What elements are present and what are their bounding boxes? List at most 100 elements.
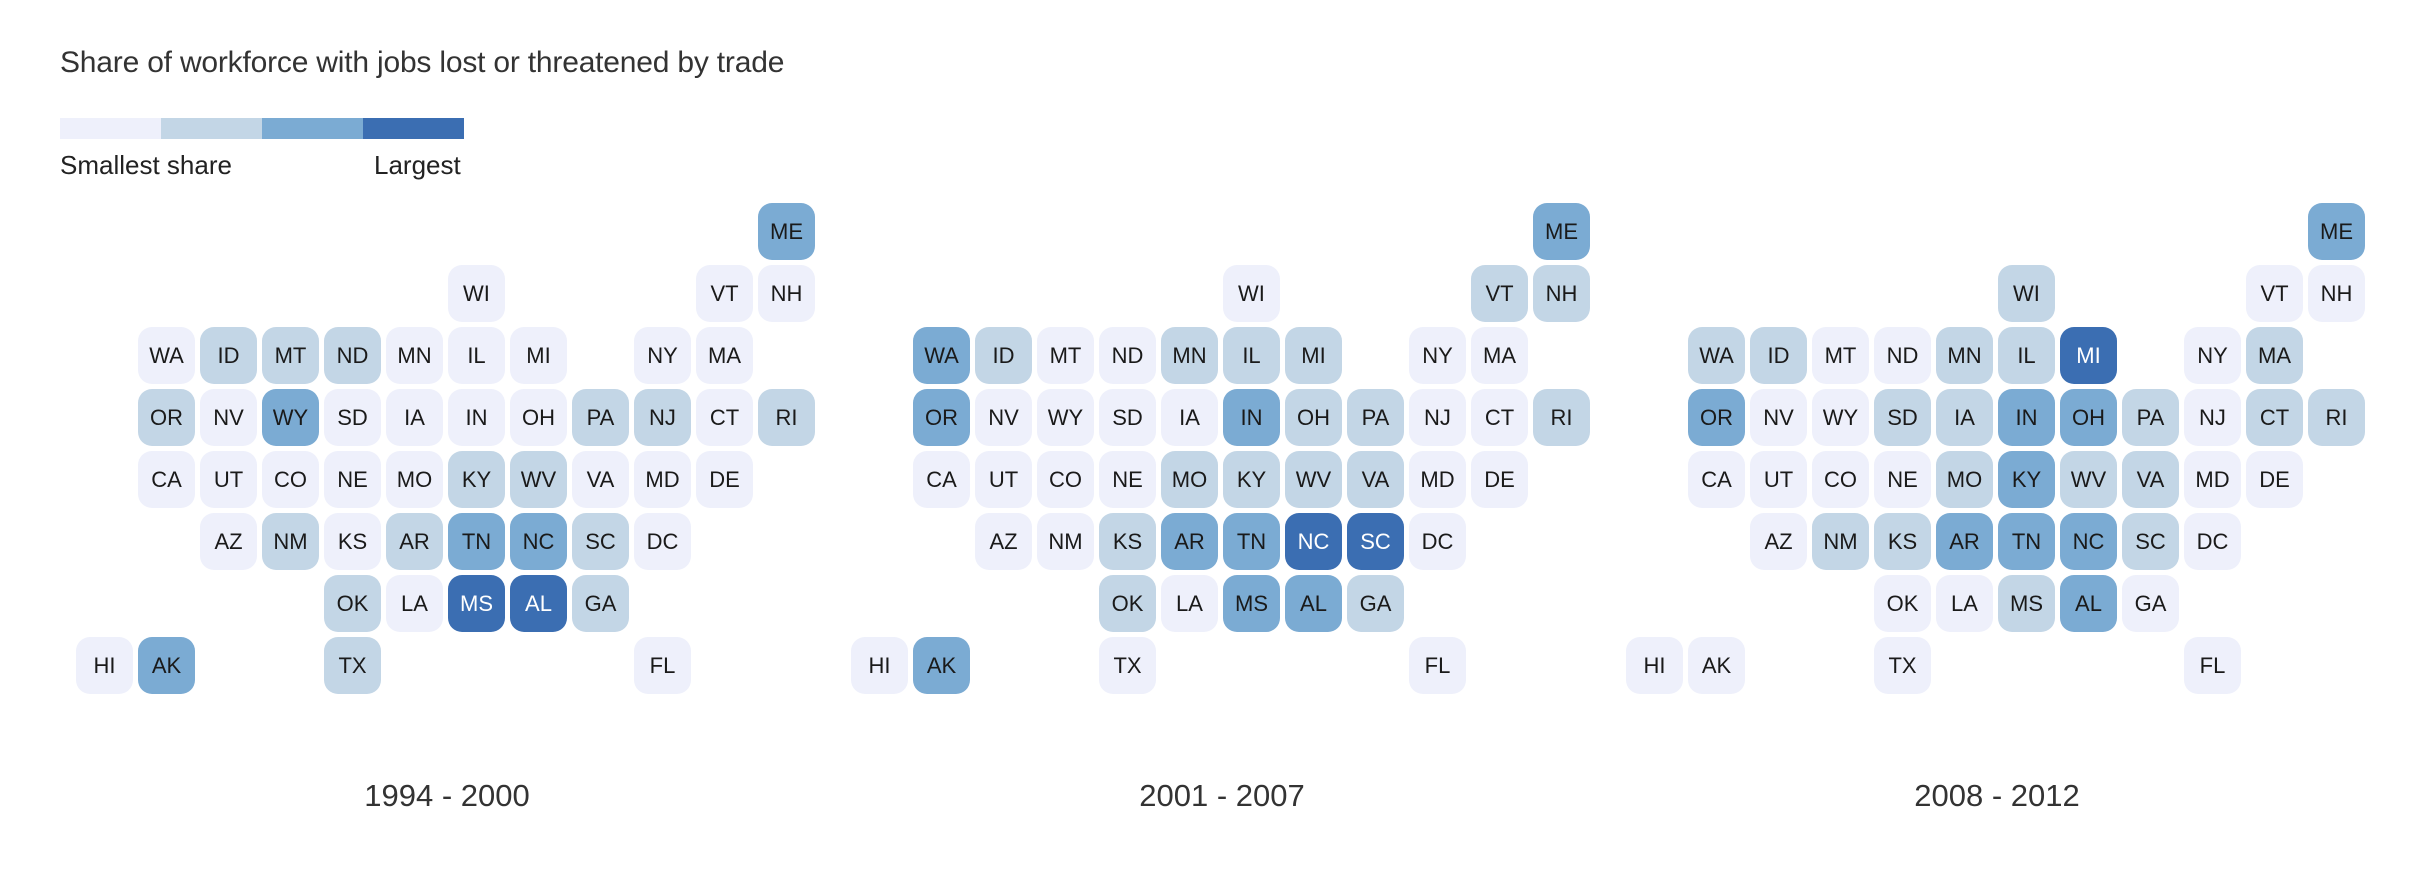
state-tile-nv: NV <box>200 389 257 446</box>
state-tile-ms: MS <box>1998 575 2055 632</box>
state-tile-wi: WI <box>1998 265 2055 322</box>
state-tile-ks: KS <box>324 513 381 570</box>
state-tile-tn: TN <box>1998 513 2055 570</box>
state-tile-in: IN <box>448 389 505 446</box>
state-tile-de: DE <box>2246 451 2303 508</box>
state-tile-wy: WY <box>262 389 319 446</box>
state-tile-dc: DC <box>634 513 691 570</box>
state-tile-or: OR <box>913 389 970 446</box>
state-tile-la: LA <box>1936 575 1993 632</box>
state-tile-ar: AR <box>386 513 443 570</box>
state-tile-md: MD <box>1409 451 1466 508</box>
period-label: 2001 - 2007 <box>1139 778 1305 813</box>
state-tile-az: AZ <box>200 513 257 570</box>
state-tile-ks: KS <box>1099 513 1156 570</box>
state-tile-dc: DC <box>2184 513 2241 570</box>
state-tile-mn: MN <box>1161 327 1218 384</box>
state-tile-ne: NE <box>324 451 381 508</box>
state-tile-la: LA <box>386 575 443 632</box>
state-tile-ut: UT <box>975 451 1032 508</box>
state-tile-ct: CT <box>1471 389 1528 446</box>
state-tile-sc: SC <box>1347 513 1404 570</box>
state-tile-nm: NM <box>1037 513 1094 570</box>
state-tile-ia: IA <box>386 389 443 446</box>
state-tile-il: IL <box>448 327 505 384</box>
state-tile-mt: MT <box>262 327 319 384</box>
state-tile-md: MD <box>634 451 691 508</box>
state-tile-ak: AK <box>138 637 195 694</box>
state-tile-hi: HI <box>851 637 908 694</box>
state-tile-id: ID <box>200 327 257 384</box>
state-tile-oh: OH <box>2060 389 2117 446</box>
state-tile-wi: WI <box>448 265 505 322</box>
state-tile-sd: SD <box>1874 389 1931 446</box>
state-tile-wv: WV <box>1285 451 1342 508</box>
state-tile-mt: MT <box>1037 327 1094 384</box>
state-tile-nh: NH <box>2308 265 2365 322</box>
state-tile-nc: NC <box>2060 513 2117 570</box>
state-tile-ne: NE <box>1099 451 1156 508</box>
state-tile-tn: TN <box>1223 513 1280 570</box>
state-tile-va: VA <box>1347 451 1404 508</box>
state-tile-pa: PA <box>572 389 629 446</box>
state-tile-co: CO <box>1812 451 1869 508</box>
state-tile-ky: KY <box>448 451 505 508</box>
state-tile-az: AZ <box>975 513 1032 570</box>
state-tile-nj: NJ <box>634 389 691 446</box>
state-tile-wi: WI <box>1223 265 1280 322</box>
state-tile-ms: MS <box>448 575 505 632</box>
state-tile-vt: VT <box>1471 265 1528 322</box>
state-tile-fl: FL <box>2184 637 2241 694</box>
state-tile-ca: CA <box>138 451 195 508</box>
state-tile-pa: PA <box>1347 389 1404 446</box>
state-tile-or: OR <box>1688 389 1745 446</box>
state-tile-ok: OK <box>1099 575 1156 632</box>
state-tile-wv: WV <box>510 451 567 508</box>
state-tile-ky: KY <box>1223 451 1280 508</box>
state-tile-ct: CT <box>2246 389 2303 446</box>
state-tile-nd: ND <box>324 327 381 384</box>
state-tile-wa: WA <box>1688 327 1745 384</box>
state-tile-me: ME <box>758 203 815 260</box>
state-tile-de: DE <box>1471 451 1528 508</box>
state-tile-tx: TX <box>1874 637 1931 694</box>
state-tile-mo: MO <box>1936 451 1993 508</box>
period-label: 1994 - 2000 <box>364 778 530 813</box>
state-tile-mn: MN <box>1936 327 1993 384</box>
state-tile-wa: WA <box>913 327 970 384</box>
state-tile-mo: MO <box>1161 451 1218 508</box>
state-tile-mi: MI <box>2060 327 2117 384</box>
state-tile-az: AZ <box>1750 513 1807 570</box>
state-tile-nv: NV <box>975 389 1032 446</box>
state-tile-id: ID <box>975 327 1032 384</box>
state-tile-ny: NY <box>2184 327 2241 384</box>
state-tile-ok: OK <box>324 575 381 632</box>
state-tile-al: AL <box>2060 575 2117 632</box>
state-tile-fl: FL <box>634 637 691 694</box>
state-tile-nm: NM <box>1812 513 1869 570</box>
state-tile-nh: NH <box>758 265 815 322</box>
state-tile-nj: NJ <box>1409 389 1466 446</box>
state-tile-ma: MA <box>2246 327 2303 384</box>
state-tile-sc: SC <box>572 513 629 570</box>
state-tile-ca: CA <box>913 451 970 508</box>
state-tile-nm: NM <box>262 513 319 570</box>
state-tile-ga: GA <box>2122 575 2179 632</box>
state-tile-al: AL <box>510 575 567 632</box>
state-tile-sd: SD <box>324 389 381 446</box>
period-label: 2008 - 2012 <box>1914 778 2080 813</box>
state-tile-mi: MI <box>1285 327 1342 384</box>
state-tile-vt: VT <box>696 265 753 322</box>
state-tile-oh: OH <box>510 389 567 446</box>
state-tile-oh: OH <box>1285 389 1342 446</box>
state-tile-me: ME <box>1533 203 1590 260</box>
state-tile-ok: OK <box>1874 575 1931 632</box>
state-tile-ct: CT <box>696 389 753 446</box>
state-tile-in: IN <box>1223 389 1280 446</box>
state-tile-ak: AK <box>1688 637 1745 694</box>
state-tile-va: VA <box>572 451 629 508</box>
state-tile-ga: GA <box>1347 575 1404 632</box>
state-tile-ri: RI <box>1533 389 1590 446</box>
state-tile-ut: UT <box>200 451 257 508</box>
chart-title: Share of workforce with jobs lost or thr… <box>60 46 785 79</box>
